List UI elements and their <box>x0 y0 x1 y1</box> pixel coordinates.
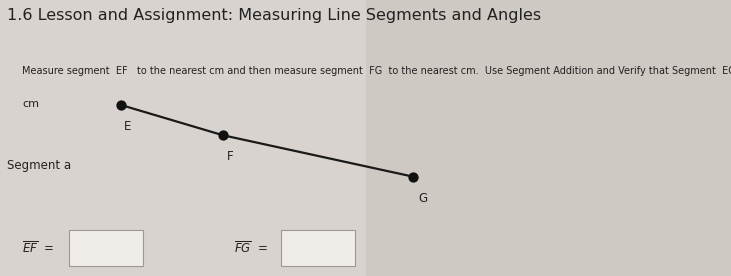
Text: Segment a: Segment a <box>7 159 72 172</box>
Text: 1.6 Lesson and Assignment: Measuring Line Segments and Angles: 1.6 Lesson and Assignment: Measuring Lin… <box>7 8 542 23</box>
Point <box>115 103 126 107</box>
Text: Measure segment  EF   to the nearest cm and then measure segment  FG  to the nea: Measure segment EF to the nearest cm and… <box>22 66 731 76</box>
FancyBboxPatch shape <box>366 0 731 276</box>
Text: F: F <box>227 150 233 163</box>
Point <box>217 133 229 137</box>
FancyBboxPatch shape <box>69 230 143 266</box>
FancyBboxPatch shape <box>0 0 366 276</box>
Text: $\overline{EF}$  =: $\overline{EF}$ = <box>22 240 54 256</box>
Text: cm: cm <box>22 99 39 109</box>
Text: $\overline{FG}$  =: $\overline{FG}$ = <box>234 240 268 256</box>
FancyBboxPatch shape <box>281 230 355 266</box>
Point <box>407 174 419 179</box>
Text: E: E <box>124 120 132 133</box>
Text: G: G <box>418 192 427 205</box>
